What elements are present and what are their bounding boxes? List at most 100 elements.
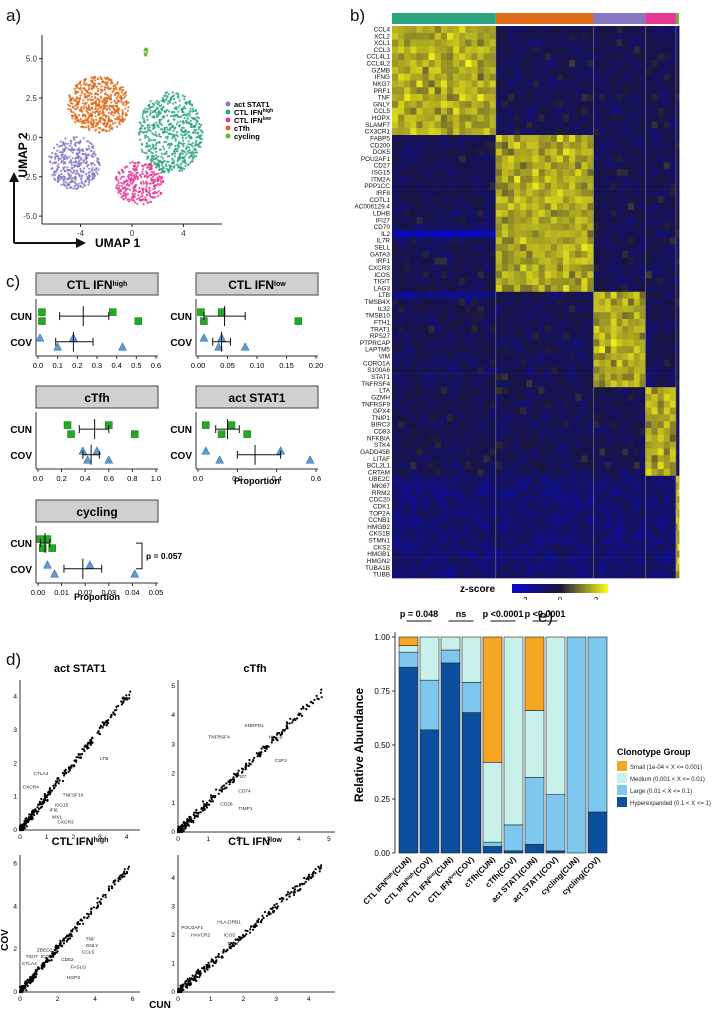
heatmap-cell <box>675 394 678 402</box>
heatmap-cell <box>404 128 411 136</box>
heatmap-cell <box>538 237 546 245</box>
heatmap-cell <box>453 32 460 40</box>
heatmap-cell <box>675 441 678 449</box>
heatmap-cell <box>622 135 629 143</box>
heatmap-cell <box>569 80 576 88</box>
heatmap-cell <box>544 53 552 61</box>
heatmap-cell <box>428 189 436 197</box>
heatmap-cell <box>616 285 623 293</box>
heatmap-cell <box>398 332 405 340</box>
heatmap-cell <box>465 305 472 313</box>
umap-point <box>168 128 172 131</box>
heatmap-cell <box>471 414 478 422</box>
heatmap-cell <box>501 325 509 334</box>
heatmap-cell <box>398 271 405 279</box>
heatmap-cell <box>477 135 484 143</box>
heatmap-cell <box>605 182 612 190</box>
heatmap-cell <box>416 339 423 347</box>
heatmap-cell <box>514 223 521 231</box>
heatmap-cell <box>550 182 558 190</box>
heatmap-cell <box>605 332 612 340</box>
heatmap-cell <box>622 128 629 136</box>
heatmap-cell <box>447 264 454 272</box>
heatmap-cell <box>471 339 478 347</box>
heatmap-cell <box>434 394 442 402</box>
heatmap-cell <box>569 305 576 313</box>
umap-point <box>70 142 73 145</box>
heatmap-cell <box>434 175 442 184</box>
heatmap-cell <box>663 230 671 238</box>
heatmap-cell <box>416 257 423 265</box>
heatmap-cell <box>392 455 399 463</box>
heatmap-cell <box>669 271 677 279</box>
umap-point <box>98 100 101 103</box>
heatmap-cell <box>544 250 552 259</box>
heatmap-cell <box>514 148 521 156</box>
heatmap-cell <box>569 414 576 422</box>
legend-dot <box>225 109 231 115</box>
heatmap-cell <box>628 305 635 313</box>
heatmap-cell <box>622 210 629 218</box>
heatmap-cell <box>489 305 497 313</box>
heatmap-cell <box>508 339 515 347</box>
umap-point <box>151 155 155 158</box>
heatmap-cell <box>416 66 423 75</box>
heatmap-cell <box>610 264 617 272</box>
y-tick-label: 2.5 <box>26 94 38 103</box>
heatmap-cell <box>610 237 617 245</box>
heatmap-cell <box>657 414 665 422</box>
heatmap-cell <box>471 107 478 115</box>
heatmap-cell <box>593 387 600 395</box>
heatmap-cell <box>599 244 606 252</box>
umap-point <box>73 148 76 151</box>
heatmap-cell <box>416 169 423 177</box>
heatmap-cell <box>639 87 646 95</box>
heatmap-cell <box>633 305 641 313</box>
umap-point <box>182 145 185 148</box>
umap-point <box>136 161 139 164</box>
umap-point <box>78 151 81 154</box>
heatmap-cell <box>544 332 552 340</box>
heatmap-cell <box>501 128 509 136</box>
heatmap-cell <box>440 141 448 150</box>
umap-point <box>73 171 76 174</box>
heatmap-cell <box>575 394 582 402</box>
heatmap-cell <box>434 121 442 129</box>
umap-point <box>70 178 73 181</box>
heatmap-cell <box>465 298 472 306</box>
heatmap-cell <box>483 278 491 286</box>
heatmap-cell <box>483 250 491 259</box>
umap-point <box>149 200 152 204</box>
heatmap-cell <box>501 80 509 88</box>
heatmap-cell <box>508 182 515 190</box>
umap-point <box>78 175 81 178</box>
heatmap-cell <box>593 189 600 197</box>
heatmap-cell <box>477 80 484 88</box>
umap-point <box>100 96 103 99</box>
umap-point <box>181 94 185 97</box>
heatmap-cell <box>483 26 491 34</box>
heatmap-cell <box>465 128 472 136</box>
heatmap-cell <box>508 278 515 286</box>
heatmap-cell <box>508 66 515 75</box>
umap-point <box>77 100 81 103</box>
heatmap-cell <box>605 128 612 136</box>
heatmap-cell <box>501 291 509 299</box>
heatmap-cell <box>593 319 600 327</box>
umap-point <box>163 170 166 173</box>
umap-point <box>116 118 119 121</box>
umap-point <box>54 157 57 160</box>
heatmap-cell <box>422 128 429 136</box>
heatmap-cell <box>453 264 460 272</box>
umap-point <box>107 85 110 88</box>
umap-point <box>143 163 146 166</box>
umap-point <box>159 179 162 182</box>
x-tick-label: -4 <box>77 229 85 238</box>
heatmap-cell <box>398 148 405 156</box>
umap-point <box>104 114 107 117</box>
heatmap-cell <box>677 264 680 272</box>
heatmap-cell <box>593 26 600 34</box>
heatmap-cell <box>532 175 539 184</box>
heatmap-cell <box>465 107 472 115</box>
heatmap-cell <box>651 175 658 184</box>
